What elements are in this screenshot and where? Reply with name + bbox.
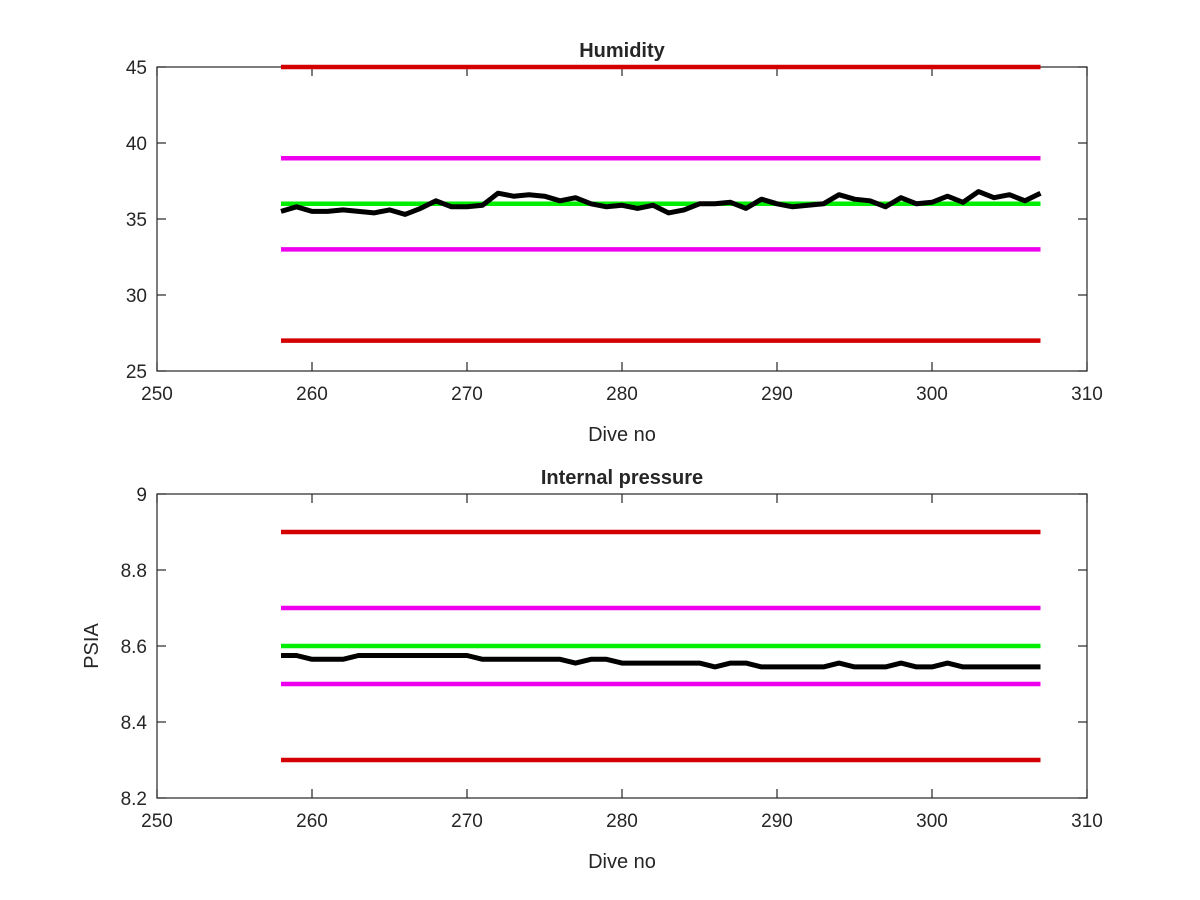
humidity-chart: Humidity Dive no 250 260 270 280 290 300 310 25… xyxy=(126,40,1103,446)
humidity-measured-line xyxy=(280,189,1042,217)
humidity-y-tick-label: 35 xyxy=(126,210,147,231)
humidity-y-tick-label: 30 xyxy=(126,286,147,307)
internal-pressure-x-tick-label: 250 xyxy=(141,811,173,832)
humidity-x-tick-label: 300 xyxy=(916,384,948,405)
internal-pressure-x-tick-label: 260 xyxy=(296,811,328,832)
internal-pressure-y-tick-label: 8.4 xyxy=(121,713,148,734)
internal-pressure-x-tick-label: 310 xyxy=(1071,811,1103,832)
humidity-y-tick-label: 40 xyxy=(126,134,147,155)
internal-pressure-chart-title: Internal pressure xyxy=(541,467,703,489)
humidity-x-tick-label: 270 xyxy=(451,384,483,405)
humidity-x-tick-label: 250 xyxy=(141,384,173,405)
humidity-x-tick-label: 290 xyxy=(761,384,793,405)
internal-pressure-x-tick-label: 300 xyxy=(916,811,948,832)
humidity-chart-title: Humidity xyxy=(579,40,665,62)
internal-pressure-chart: Internal pressure Dive no PSIA 250 260 270… xyxy=(81,467,1103,873)
internal-pressure-measured-line xyxy=(281,653,1041,670)
humidity-y-tick-label: 25 xyxy=(126,362,147,383)
humidity-x-axis-label: Dive no xyxy=(588,424,656,446)
internal-pressure-y-tick-label: 9 xyxy=(136,485,147,506)
humidity-x-tick-label: 280 xyxy=(606,384,638,405)
internal-pressure-y-tick-label: 8.8 xyxy=(121,561,147,582)
internal-pressure-x-tick-label: 290 xyxy=(761,811,793,832)
internal-pressure-x-tick-label: 280 xyxy=(606,811,638,832)
internal-pressure-y-tick-label: 8.6 xyxy=(121,637,147,658)
internal-pressure-y-axis-label: PSIA xyxy=(81,623,103,669)
humidity-x-tick-label: 310 xyxy=(1071,384,1103,405)
internal-pressure-y-tick-label: 8.2 xyxy=(121,789,147,810)
internal-pressure-x-axis-label: Dive no xyxy=(588,851,656,873)
internal-pressure-x-tick-label: 270 xyxy=(451,811,483,832)
humidity-y-tick-label: 45 xyxy=(126,58,147,79)
humidity-x-tick-label: 260 xyxy=(296,384,328,405)
